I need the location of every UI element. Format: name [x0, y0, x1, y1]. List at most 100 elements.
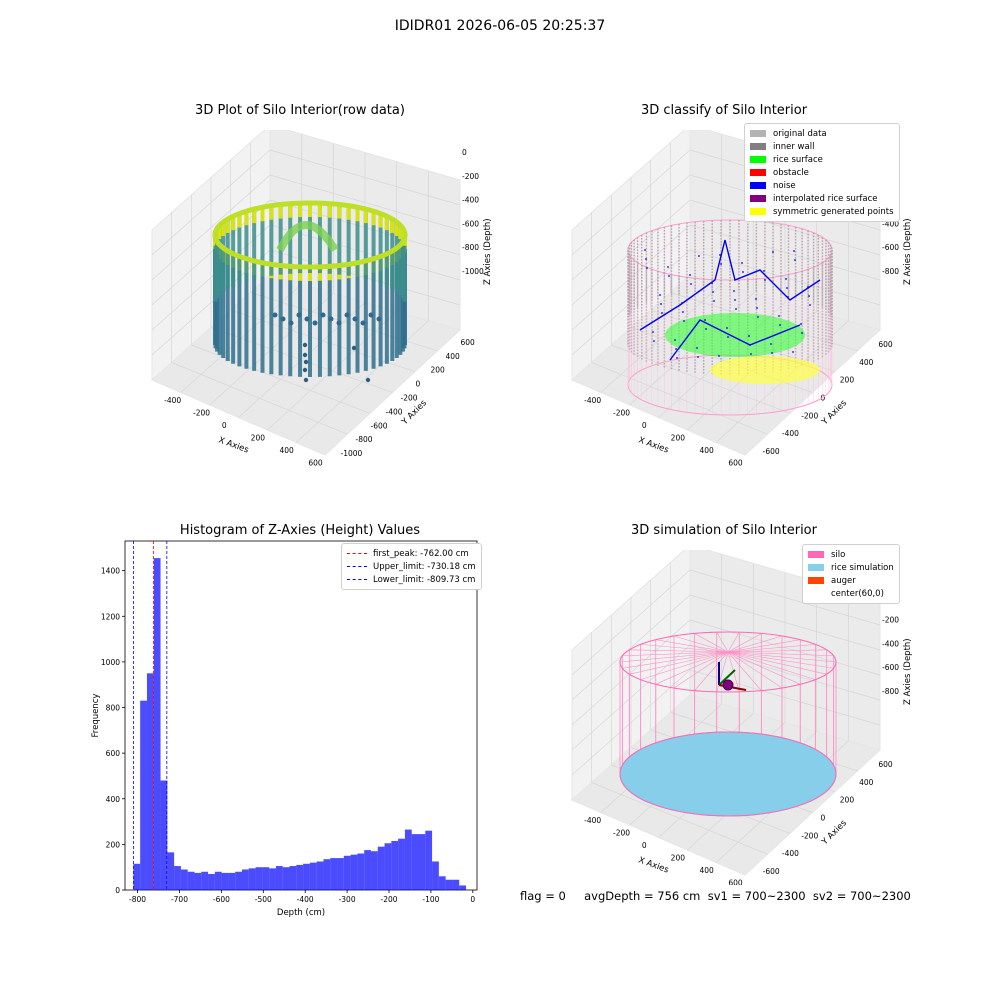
- histogram-bar: [445, 879, 453, 890]
- noise-point: [697, 356, 699, 358]
- histogram-title: Histogram of Z-Axies (Height) Values: [179, 523, 421, 538]
- y-tick-label: 400: [859, 778, 874, 787]
- center-mound: [276, 221, 339, 253]
- x-tick-label: 400: [280, 446, 295, 455]
- silo-roof-line: [622, 651, 729, 657]
- silo-roof-line: [694, 633, 729, 653]
- noise-point: [674, 339, 676, 341]
- simulation-plot-title: 3D simulation of Silo Interior: [631, 523, 817, 538]
- y-tick-label: -600: [371, 421, 388, 430]
- silo-roof-line: [727, 651, 827, 675]
- silo-roof-line: [673, 651, 729, 689]
- noise-point: [756, 307, 758, 309]
- legend-label: rice surface: [773, 154, 823, 165]
- legend-item: symmetric generated points: [750, 205, 894, 218]
- noise-point: [645, 258, 647, 260]
- z-tick-label: -200: [882, 616, 899, 625]
- grid-line: [269, 149, 461, 206]
- y-tick-label: -600: [763, 867, 780, 876]
- legend-swatch: [808, 577, 824, 584]
- grid-line: [689, 569, 881, 626]
- silo-roof-line: [727, 635, 783, 653]
- legend-swatch: [750, 195, 766, 202]
- noise-point: [698, 255, 700, 257]
- noise-point: [644, 249, 646, 251]
- histogram-bar: [262, 867, 270, 890]
- noise-point: [735, 308, 737, 310]
- histogram-bar: [323, 859, 331, 890]
- legend-label: rice simulation: [831, 562, 894, 573]
- grid-line: [571, 149, 691, 256]
- noise-point: [646, 267, 648, 269]
- x-tick-label: -200: [193, 408, 210, 417]
- histogram-bar: [208, 874, 215, 890]
- noise-point: [749, 344, 751, 346]
- histogram-bar: [350, 854, 358, 890]
- silo-roof-line: [727, 651, 783, 689]
- z-tick-label: -400: [882, 639, 899, 648]
- silo-roof-line: [629, 651, 729, 675]
- rim-ring: [212, 200, 408, 270]
- legend-swatch: [347, 566, 367, 567]
- histogram-bar: [140, 700, 147, 890]
- data-point: [312, 320, 318, 326]
- noise-point: [792, 351, 794, 353]
- noise-point: [652, 331, 654, 333]
- noise-point: [660, 303, 662, 305]
- histogram-bar: [174, 866, 181, 890]
- y-tick-label: -800: [356, 435, 373, 444]
- legend-swatch: [808, 564, 824, 571]
- z-tick-label: -800: [462, 243, 479, 252]
- histogram-bar: [167, 852, 175, 890]
- noise-point: [793, 250, 795, 252]
- x-tick-label: 0: [470, 895, 475, 904]
- noise-point: [770, 343, 772, 345]
- legend-swatch: [750, 130, 766, 137]
- silo-roof-line: [640, 651, 729, 680]
- x-tick-label: 200: [671, 433, 686, 442]
- histogram-bar: [438, 876, 446, 890]
- x-tick-label: 400: [700, 866, 715, 875]
- silo-roof-line: [716, 632, 729, 653]
- x-tick-label: 200: [251, 433, 266, 442]
- noise-point: [800, 323, 802, 325]
- histogram-bar: [201, 871, 209, 890]
- data-point: [296, 312, 302, 318]
- rice-simulation-surface: [619, 731, 837, 817]
- histogram-bar: [316, 861, 324, 890]
- y-tick-label: 600: [461, 338, 476, 347]
- noise-point: [676, 357, 678, 359]
- noise-point: [764, 279, 766, 281]
- silo-roof-line: [727, 651, 801, 685]
- histogram-bar: [235, 871, 242, 890]
- legend-item: auger: [808, 574, 894, 587]
- legend-label: interpolated rice surface: [773, 193, 878, 204]
- noise-point: [661, 312, 663, 314]
- data-point: [280, 316, 286, 322]
- histogram-bar: [289, 866, 297, 890]
- legend-label: noise: [773, 180, 796, 191]
- histogram-legend: first_peak: -762.00 cm Upper_limit: -730.…: [341, 543, 482, 590]
- histogram-bar: [384, 843, 392, 890]
- silo-roof-line: [727, 651, 816, 680]
- status-text: flag = 0 avgDepth = 756 cm sv1 = 700~230…: [520, 889, 911, 903]
- z-tick-label: -1000: [462, 267, 484, 276]
- noise-point: [653, 340, 655, 342]
- noise-point: [689, 274, 691, 276]
- y-tick-label: 1000: [101, 658, 120, 667]
- noise-point: [807, 286, 809, 288]
- legend-item: noise: [750, 179, 894, 192]
- noise-point: [713, 300, 715, 302]
- x-tick-label: 200: [671, 853, 686, 862]
- x-tick-label: 600: [728, 878, 743, 885]
- silo-roof-line: [716, 651, 729, 692]
- histogram-bar: [214, 871, 222, 890]
- noise-point: [711, 282, 713, 284]
- x-tick-label: -200: [380, 895, 397, 904]
- data-point: [302, 342, 308, 348]
- legend-label: Upper_limit: -730.18 cm: [373, 561, 476, 572]
- noise-point: [748, 335, 750, 337]
- noise-point: [718, 355, 720, 357]
- noise-point: [704, 319, 706, 321]
